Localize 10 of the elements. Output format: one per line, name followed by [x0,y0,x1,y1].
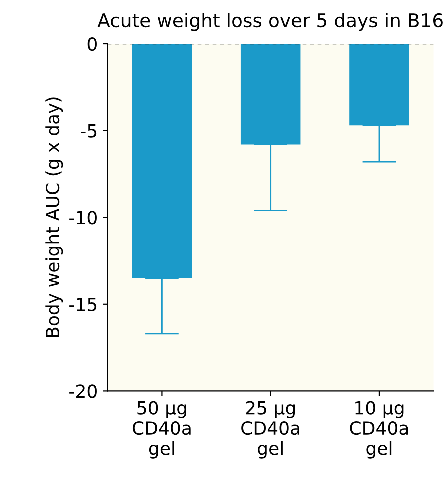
y-tick-label: -20 [70,384,97,398]
x-tick-label: 10 µg CD40a gel [350,401,408,459]
y-tick-label: -5 [81,124,97,138]
y-tick-label: 0 [88,37,97,52]
y-tick-label: -15 [70,298,97,312]
y-tick-label: -10 [70,211,97,225]
x-tick-label: 25 µg CD40a gel [242,401,300,459]
chart-title: Acute weight loss over 5 days in B16 [98,13,443,32]
y-axis-title: Body weight AUC (g x day) [46,98,64,338]
x-tick-label: 50 µg CD40a gel [132,401,191,459]
